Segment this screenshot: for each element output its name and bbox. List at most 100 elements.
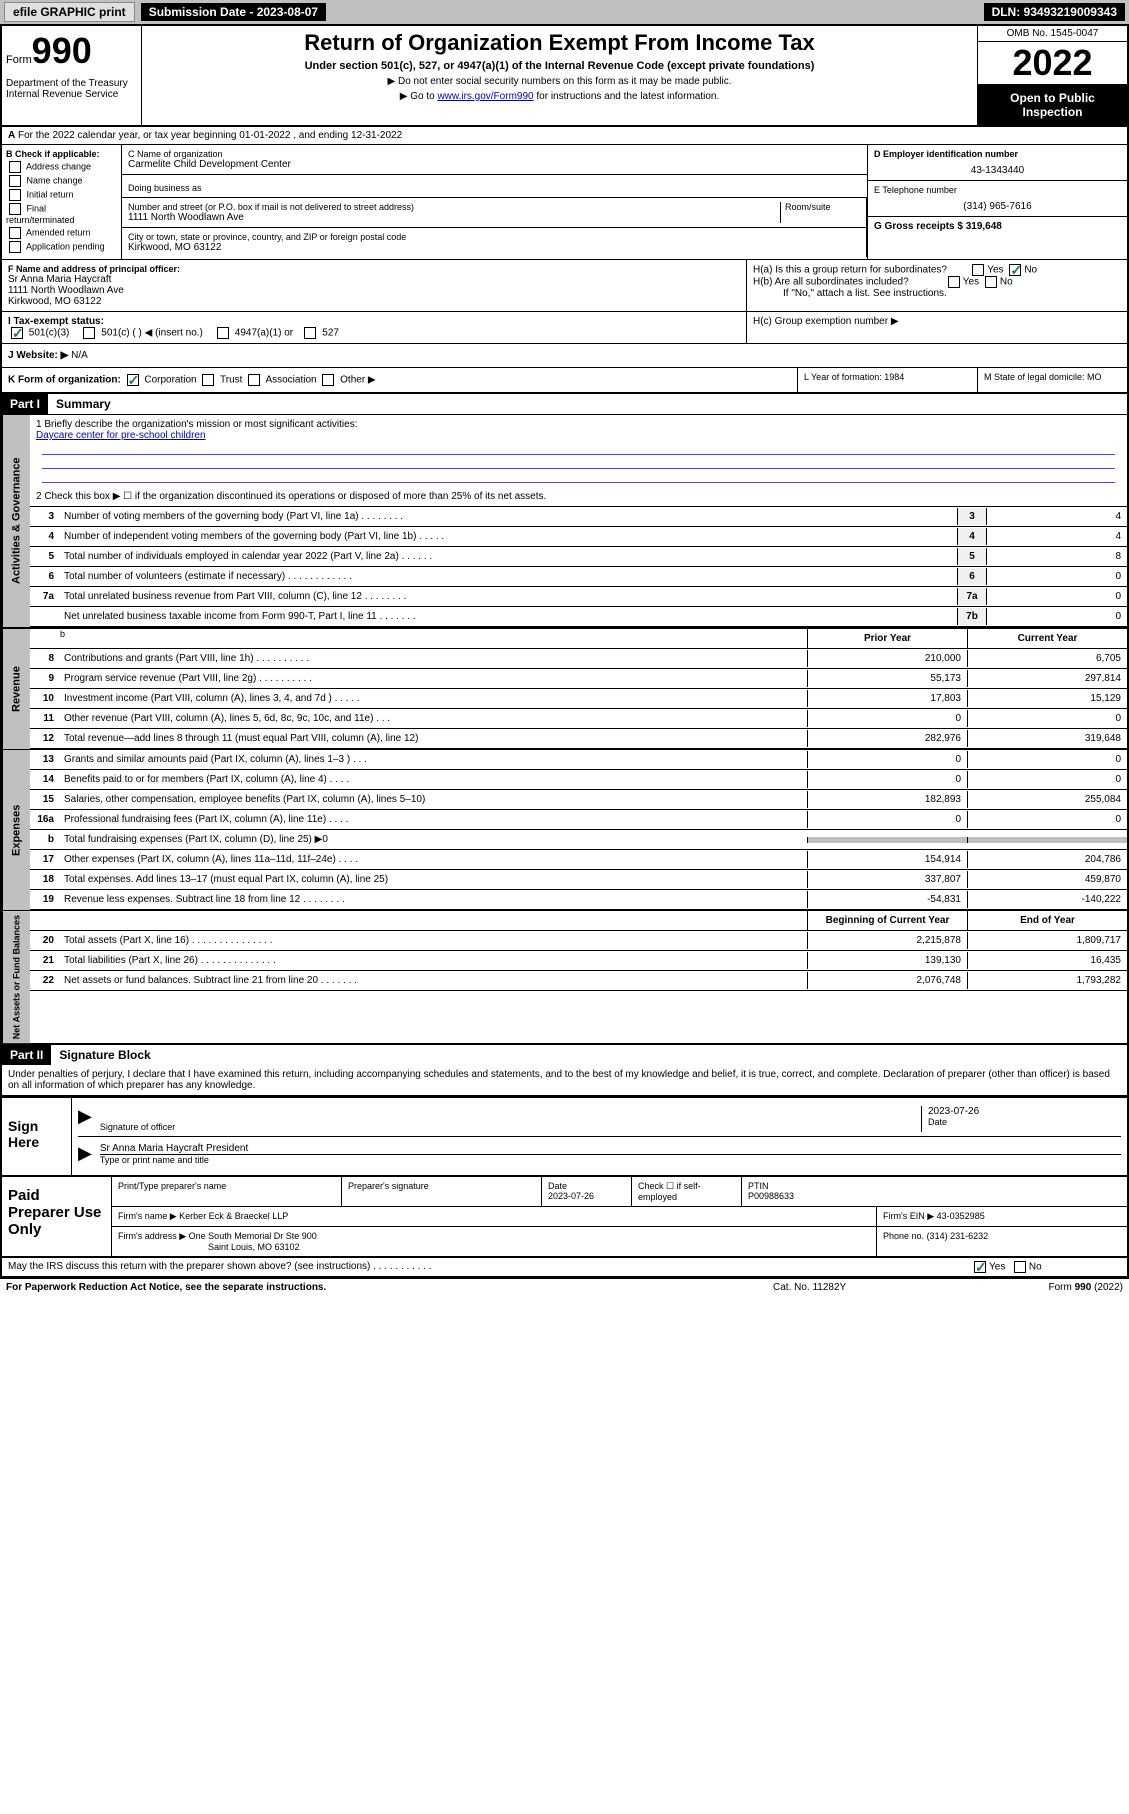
part2-title: Signature Block bbox=[51, 1045, 158, 1065]
ha-question: H(a) Is this a group return for subordin… bbox=[753, 264, 1121, 276]
paperwork-notice: For Paperwork Reduction Act Notice, see … bbox=[6, 1282, 773, 1293]
discuss-no[interactable] bbox=[1014, 1261, 1026, 1273]
cb-4947[interactable] bbox=[217, 327, 229, 339]
discuss-question: May the IRS discuss this return with the… bbox=[8, 1261, 971, 1273]
efile-print-btn[interactable]: efile GRAPHIC print bbox=[4, 2, 135, 22]
org-name-value: Carmelite Child Development Center bbox=[128, 159, 861, 170]
website-row: J Website: ▶ N/A bbox=[2, 344, 1127, 368]
officer-name: Sr Anna Maria Haycraft bbox=[8, 274, 740, 285]
state-domicile: M State of legal domicile: MO bbox=[977, 368, 1127, 392]
form-label: Form990 bbox=[6, 30, 137, 72]
cb-trust[interactable] bbox=[202, 374, 214, 386]
summary-line: 16aProfessional fundraising fees (Part I… bbox=[30, 810, 1127, 830]
cb-527[interactable] bbox=[304, 327, 316, 339]
part2-header: Part II bbox=[2, 1045, 51, 1065]
hc-group-exemption: H(c) Group exemption number ▶ bbox=[747, 312, 1127, 343]
sig-name-title: Sr Anna Maria Haycraft President bbox=[100, 1143, 1121, 1155]
cb-other[interactable] bbox=[322, 374, 334, 386]
officer-street: 1111 North Woodlawn Ave bbox=[8, 285, 740, 296]
ptin-value: P00988633 bbox=[748, 1191, 1121, 1201]
section-b-checkboxes: B Check if applicable: Address change Na… bbox=[2, 145, 122, 259]
form-subtitle: Under section 501(c), 527, or 4947(a)(1)… bbox=[150, 60, 969, 72]
sig-date-value: 2023-07-26 bbox=[928, 1106, 1121, 1117]
hb-note: If "No," attach a list. See instructions… bbox=[753, 288, 1121, 299]
form-title: Return of Organization Exempt From Incom… bbox=[150, 30, 969, 56]
firm-addr-value: One South Memorial Dr Ste 900 bbox=[189, 1231, 317, 1241]
year-formation: L Year of formation: 1984 bbox=[797, 368, 977, 392]
firm-name-value: Kerber Eck & Braeckel LLP bbox=[179, 1211, 288, 1221]
street-value: 1111 North Woodlawn Ave bbox=[128, 212, 780, 223]
cb-501c3[interactable] bbox=[11, 327, 23, 339]
end-year-header: End of Year bbox=[967, 911, 1127, 930]
summary-line: 18Total expenses. Add lines 13–17 (must … bbox=[30, 870, 1127, 890]
top-bar: efile GRAPHIC print Submission Date - 20… bbox=[0, 0, 1129, 24]
hb-yes[interactable] bbox=[948, 276, 960, 288]
checkbox-final-return[interactable] bbox=[9, 203, 21, 215]
cat-no: Cat. No. 11282Y bbox=[773, 1282, 973, 1293]
hb-question: H(b) Are all subordinates included? Yes … bbox=[753, 276, 1121, 288]
ein-label: D Employer identification number bbox=[874, 149, 1121, 159]
note-link: ▶ Go to www.irs.gov/Form990 for instruct… bbox=[150, 91, 969, 102]
city-value: Kirkwood, MO 63122 bbox=[128, 242, 860, 253]
vert-netassets: Net Assets or Fund Balances bbox=[2, 911, 30, 1043]
cb-association[interactable] bbox=[248, 374, 260, 386]
summary-line: 10Investment income (Part VIII, column (… bbox=[30, 689, 1127, 709]
summary-line: 21Total liabilities (Part X, line 26) . … bbox=[30, 951, 1127, 971]
sig-arrow-icon: ▶ bbox=[78, 1106, 92, 1132]
ha-no[interactable] bbox=[1009, 264, 1021, 276]
gross-receipts: G Gross receipts $ 319,648 bbox=[874, 221, 1121, 232]
line2-checkbox: 2 Check this box ▶ ☐ if the organization… bbox=[30, 487, 1127, 507]
paid-preparer-label: Paid Preparer Use Only bbox=[2, 1177, 112, 1256]
b-marker: b bbox=[30, 629, 807, 648]
summary-line: 8Contributions and grants (Part VIII, li… bbox=[30, 649, 1127, 669]
ptin-label: PTIN bbox=[748, 1181, 1121, 1191]
ein-value: 43-1343440 bbox=[874, 165, 1121, 176]
sig-date-label: Date bbox=[928, 1117, 1121, 1127]
summary-line: 7aTotal unrelated business revenue from … bbox=[30, 587, 1127, 607]
officer-label: F Name and address of principal officer: bbox=[8, 264, 740, 274]
prior-year-header: Prior Year bbox=[807, 629, 967, 648]
vert-governance: Activities & Governance bbox=[2, 415, 30, 627]
checkbox-amended[interactable] bbox=[9, 227, 21, 239]
hb-no[interactable] bbox=[985, 276, 997, 288]
declaration-text: Under penalties of perjury, I declare th… bbox=[2, 1065, 1127, 1096]
phone-label: E Telephone number bbox=[874, 185, 1121, 195]
summary-line: 6Total number of volunteers (estimate if… bbox=[30, 567, 1127, 587]
summary-line: 5Total number of individuals employed in… bbox=[30, 547, 1127, 567]
sig-officer-label: Signature of officer bbox=[100, 1122, 921, 1132]
summary-line: 14Benefits paid to or for members (Part … bbox=[30, 770, 1127, 790]
self-employed-check: Check ☐ if self-employed bbox=[638, 1181, 735, 1202]
preparer-sig-label: Preparer's signature bbox=[348, 1181, 535, 1191]
form-number-footer: Form 990 (2022) bbox=[973, 1282, 1123, 1293]
firm-phone-value: (314) 231-6232 bbox=[927, 1231, 989, 1241]
firm-phone-label: Phone no. bbox=[883, 1231, 924, 1241]
summary-line: 15Salaries, other compensation, employee… bbox=[30, 790, 1127, 810]
summary-line: 22Net assets or fund balances. Subtract … bbox=[30, 971, 1127, 991]
summary-line: 9Program service revenue (Part VIII, lin… bbox=[30, 669, 1127, 689]
sig-name-label: Type or print name and title bbox=[100, 1155, 1121, 1165]
paid-date-label: Date bbox=[548, 1181, 625, 1191]
firm-addr-label: Firm's address ▶ bbox=[118, 1231, 186, 1241]
sig-arrow2-icon: ▶ bbox=[78, 1143, 92, 1165]
city-label: City or town, state or province, country… bbox=[128, 232, 860, 242]
checkbox-initial-return[interactable] bbox=[9, 189, 21, 201]
print-name-label: Print/Type preparer's name bbox=[118, 1181, 335, 1191]
ha-yes[interactable] bbox=[972, 264, 984, 276]
checkbox-app-pending[interactable] bbox=[9, 241, 21, 253]
summary-line: 13Grants and similar amounts paid (Part … bbox=[30, 750, 1127, 770]
summary-line: 19Revenue less expenses. Subtract line 1… bbox=[30, 890, 1127, 910]
inspection-badge: Open to Public Inspection bbox=[978, 85, 1127, 125]
discuss-yes[interactable] bbox=[974, 1261, 986, 1273]
cb-corporation[interactable] bbox=[127, 374, 139, 386]
mission-link[interactable]: Daycare center for pre-school children bbox=[36, 430, 206, 441]
department: Department of the Treasury Internal Reve… bbox=[6, 78, 137, 100]
summary-line: bTotal fundraising expenses (Part IX, co… bbox=[30, 830, 1127, 850]
sign-here-label: Sign Here bbox=[2, 1098, 72, 1175]
summary-line: 11Other revenue (Part VIII, column (A), … bbox=[30, 709, 1127, 729]
cb-501c[interactable] bbox=[83, 327, 95, 339]
current-year-header: Current Year bbox=[967, 629, 1127, 648]
checkbox-name-change[interactable] bbox=[9, 175, 21, 187]
irs-link[interactable]: www.irs.gov/Form990 bbox=[437, 91, 533, 102]
checkbox-address-change[interactable] bbox=[9, 161, 21, 173]
firm-ein-value: 43-0352985 bbox=[937, 1211, 985, 1221]
